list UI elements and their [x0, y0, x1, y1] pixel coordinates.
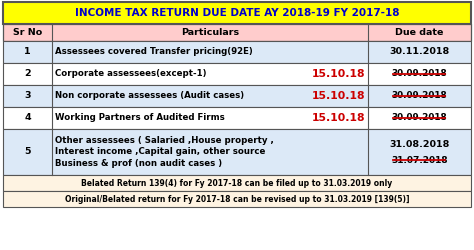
- Text: INCOME TAX RETURN DUE DATE AY 2018-19 FY 2017-18: INCOME TAX RETURN DUE DATE AY 2018-19 FY…: [75, 8, 399, 18]
- Text: 2: 2: [24, 70, 31, 78]
- Text: Corporate assessees(except-1): Corporate assessees(except-1): [55, 70, 207, 78]
- Text: Sr No: Sr No: [13, 28, 42, 37]
- Bar: [3, 191, 471, 207]
- Text: 30.09.2018: 30.09.2018: [392, 114, 447, 122]
- Text: 15.10.18: 15.10.18: [311, 91, 365, 101]
- Text: 15.10.18: 15.10.18: [311, 113, 365, 123]
- Text: 1: 1: [24, 48, 31, 56]
- Text: 31.08.2018: 31.08.2018: [389, 140, 450, 149]
- Bar: [3, 2, 471, 24]
- Text: 30.09.2018: 30.09.2018: [392, 70, 447, 78]
- Text: Other assessees ( Salaried ,House property ,
Interest income ,Capital gain, othe: Other assessees ( Salaried ,House proper…: [55, 136, 274, 168]
- Text: Original/Belated return for Fy 2017-18 can be revised up to 31.03.2019 [139(5)]: Original/Belated return for Fy 2017-18 c…: [65, 194, 409, 203]
- Bar: [3, 107, 471, 129]
- Bar: [3, 175, 471, 191]
- Text: Belated Return 139(4) for Fy 2017-18 can be filed up to 31.03.2019 only: Belated Return 139(4) for Fy 2017-18 can…: [82, 178, 392, 188]
- Text: 4: 4: [24, 114, 31, 122]
- Text: Working Partners of Audited Firms: Working Partners of Audited Firms: [55, 114, 225, 122]
- Text: Due date: Due date: [395, 28, 444, 37]
- Text: 30.09.2018: 30.09.2018: [392, 92, 447, 100]
- Text: Particulars: Particulars: [181, 28, 239, 37]
- Bar: [3, 41, 471, 63]
- Text: 3: 3: [24, 92, 31, 100]
- Text: 31.07.2018: 31.07.2018: [391, 156, 448, 165]
- Text: 30.11.2018: 30.11.2018: [389, 48, 450, 56]
- Bar: [3, 129, 471, 175]
- Text: Non corporate assessees (Audit cases): Non corporate assessees (Audit cases): [55, 92, 244, 100]
- Bar: [3, 63, 471, 85]
- Bar: [3, 85, 471, 107]
- Bar: [3, 24, 471, 41]
- Text: 5: 5: [24, 148, 31, 156]
- Text: 15.10.18: 15.10.18: [311, 69, 365, 79]
- Text: Assessees covered Transfer pricing(92E): Assessees covered Transfer pricing(92E): [55, 48, 253, 56]
